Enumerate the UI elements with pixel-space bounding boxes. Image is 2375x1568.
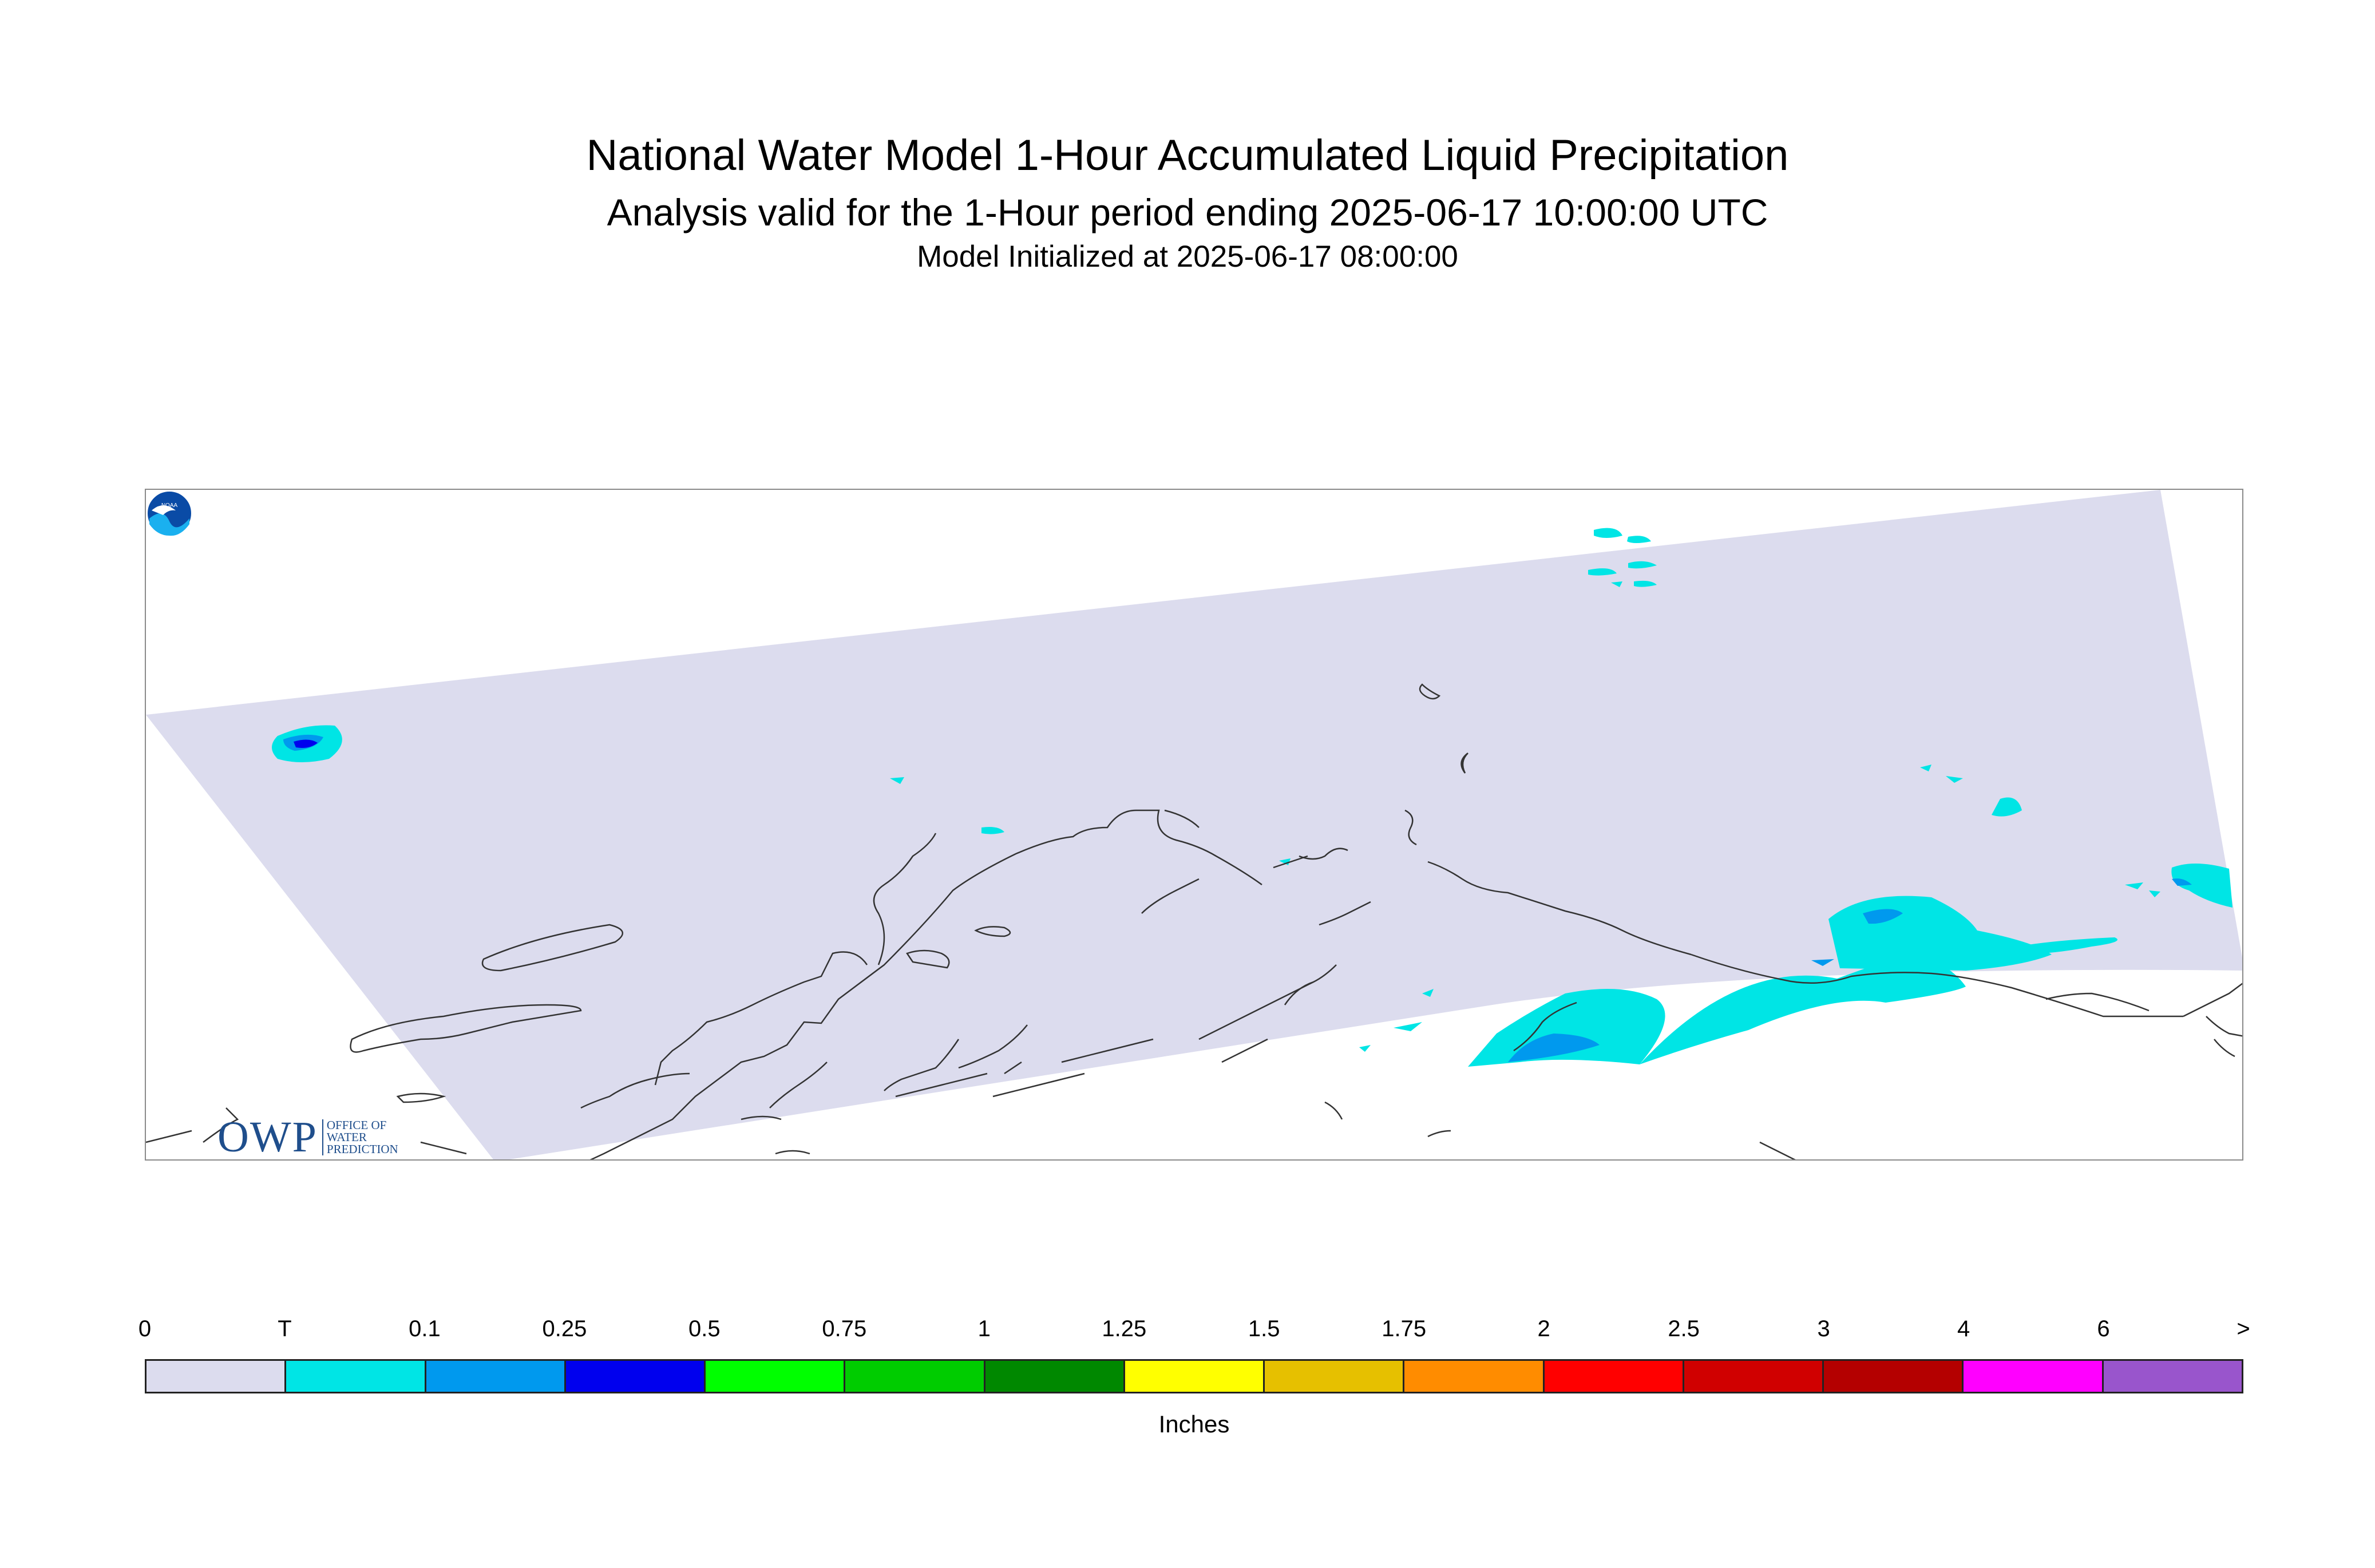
owp-line-3: PREDICTION: [326, 1142, 398, 1156]
legend-color-swatch: [1404, 1361, 1545, 1392]
legend-tick-label: 0: [138, 1316, 152, 1341]
owp-line-2: WATER: [326, 1130, 367, 1144]
legend-color-swatch: [985, 1361, 1125, 1392]
coastlines: [580, 809, 2242, 1159]
legend-color-swatch: [1824, 1361, 1964, 1392]
map-title: National Water Model 1-Hour Accumulated …: [586, 131, 1789, 180]
legend-tick-label: 1.5: [1248, 1316, 1280, 1341]
legend-color-swatch: [1964, 1361, 2104, 1392]
owp-logo-text: OWP: [217, 1112, 318, 1161]
noaa-logo-text: NOAA: [161, 502, 178, 509]
owp-logo: OWP OFFICE OF WATER PREDICTION: [217, 1112, 398, 1161]
owp-line-1: OFFICE OF: [326, 1118, 387, 1132]
legend-tick-label: 0.1: [409, 1316, 441, 1341]
precip-moderate: [294, 739, 318, 748]
legend-color-bar: [145, 1359, 2243, 1393]
legend-color-swatch: [1265, 1361, 1405, 1392]
legend-tick-labels: 0 T 0.1 0.25 0.5 0.75 1 1.25 1.5 1.75 2 2.5 3 4 6 >: [138, 1316, 2250, 1351]
legend-color-swatch: [565, 1361, 706, 1392]
legend-tick-label: 1.25: [1102, 1316, 1147, 1341]
model-init-time: Model Initialized at 2025-06-17 08:00:00: [917, 240, 1458, 274]
legend-tick-label: 4: [1957, 1316, 1970, 1341]
legend-color-swatch: [286, 1361, 426, 1392]
legend-units: Inches: [1158, 1411, 1230, 1438]
islands: [146, 683, 1468, 1155]
legend-tick-label: >: [2237, 1316, 2250, 1341]
legend-tick-label: 2: [1537, 1316, 1550, 1341]
legend-color-swatch: [2103, 1361, 2242, 1392]
model-domain: [146, 490, 2242, 1159]
legend-tick-label: 0.5: [688, 1316, 721, 1341]
map-canvas: [146, 490, 2242, 1159]
legend-color-swatch: [1684, 1361, 1824, 1392]
legend-tick-label: 6: [2097, 1316, 2110, 1341]
owp-logo-subtext: OFFICE OF WATER PREDICTION: [322, 1119, 398, 1155]
legend-tick-label: 0.25: [542, 1316, 587, 1341]
legend-tick-label: 1.75: [1382, 1316, 1427, 1341]
legend-tick-label: 3: [1817, 1316, 1830, 1341]
legend-tick-label: 0.75: [822, 1316, 867, 1341]
legend-tick-label: 1: [977, 1316, 991, 1341]
noaa-logo: NOAA: [147, 490, 192, 536]
legend-tick-label: 2.5: [1668, 1316, 1700, 1341]
legend-color-swatch: [845, 1361, 985, 1392]
legend-tick-label: T: [278, 1316, 292, 1341]
color-legend: 0 T 0.1 0.25 0.5 0.75 1 1.25 1.5 1.75 2 2.5 3 4 6 > Inc…: [138, 1316, 2250, 1438]
precipitation-map: OWP OFFICE OF WATER PREDICTION NOAA: [145, 489, 2243, 1161]
legend-color-swatch: [1125, 1361, 1265, 1392]
legend-color-swatch: [706, 1361, 846, 1392]
map-subtitle: Analysis valid for the 1-Hour period end…: [607, 191, 1768, 233]
legend-color-swatch: [1544, 1361, 1684, 1392]
legend-color-swatch: [147, 1361, 287, 1392]
legend-color-swatch: [426, 1361, 566, 1392]
